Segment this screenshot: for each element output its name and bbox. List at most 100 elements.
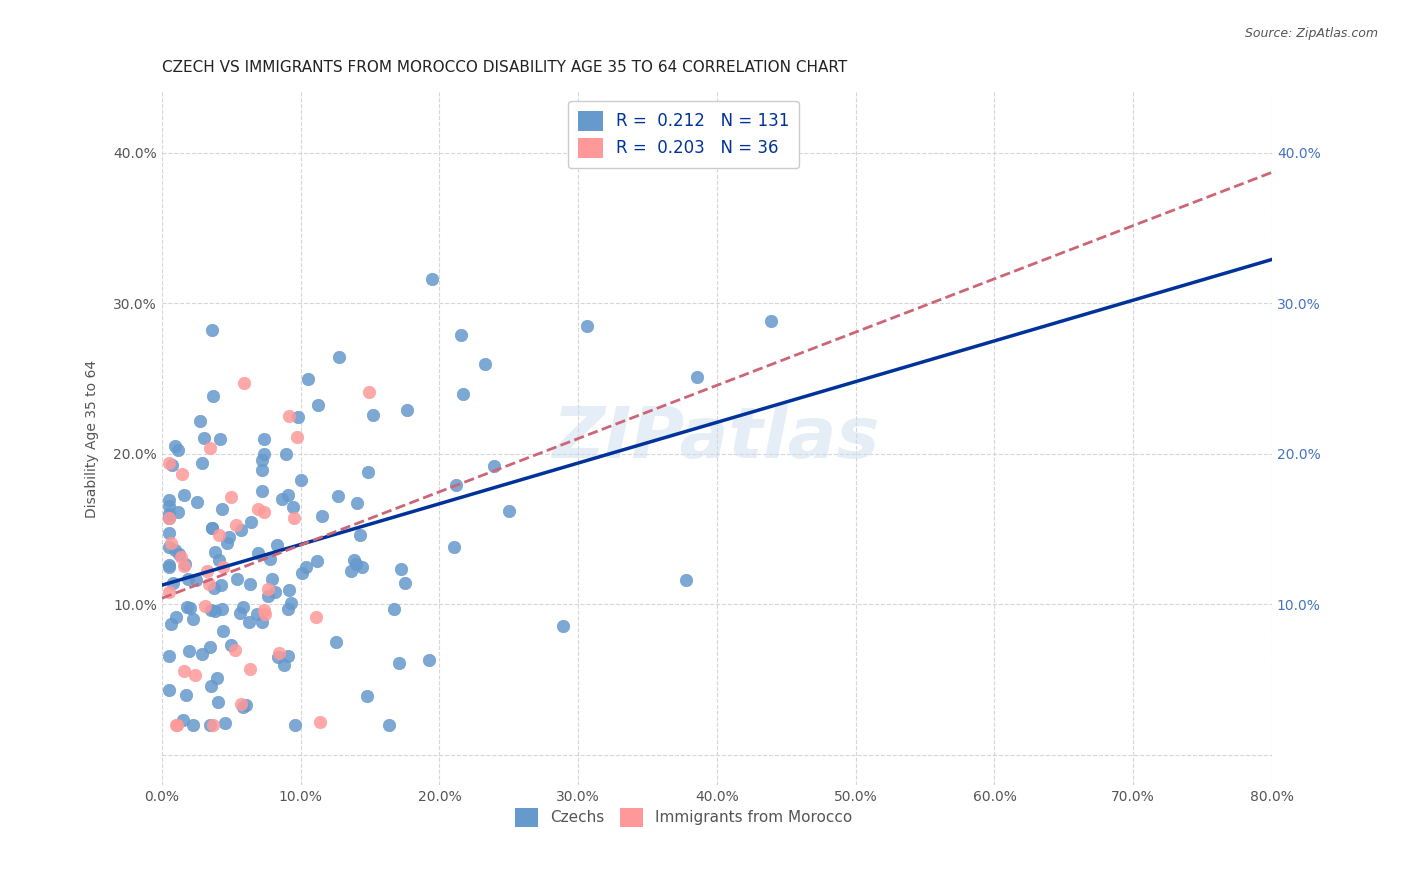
Point <box>166 718 188 732</box>
Point <box>240 515 263 529</box>
Point <box>157 683 180 698</box>
Point <box>176 572 198 586</box>
Point <box>307 398 329 412</box>
Point <box>174 688 197 702</box>
Point <box>246 607 269 622</box>
Point <box>190 414 212 428</box>
Point <box>172 713 194 727</box>
Point <box>266 538 288 552</box>
Point <box>157 585 180 599</box>
Point <box>157 511 180 525</box>
Text: Source: ZipAtlas.com: Source: ZipAtlas.com <box>1244 27 1378 40</box>
Point <box>340 564 363 578</box>
Point <box>224 643 246 657</box>
Point <box>257 589 280 603</box>
Point <box>212 559 235 574</box>
Text: CZECH VS IMMIGRANTS FROM MOROCCO DISABILITY AGE 35 TO 64 CORRELATION CHART: CZECH VS IMMIGRANTS FROM MOROCCO DISABIL… <box>162 60 848 75</box>
Point <box>359 384 381 399</box>
Point <box>357 465 380 479</box>
Point <box>235 698 257 713</box>
Point <box>198 640 221 655</box>
Point <box>204 545 226 559</box>
Point <box>209 578 232 592</box>
Point <box>232 599 254 614</box>
Point <box>344 557 367 571</box>
Point <box>294 559 316 574</box>
Point <box>277 488 299 502</box>
Point <box>482 458 505 473</box>
Point <box>250 463 273 477</box>
Point <box>474 357 496 371</box>
Point <box>686 370 709 384</box>
Point <box>198 718 221 732</box>
Point <box>382 602 405 616</box>
Point <box>551 619 574 633</box>
Point <box>162 576 184 591</box>
Point <box>219 638 242 652</box>
Point <box>179 643 201 657</box>
Point <box>361 408 384 422</box>
Point <box>157 493 180 508</box>
Point <box>283 500 305 515</box>
Point <box>238 615 260 630</box>
Point <box>356 689 378 703</box>
Point <box>498 504 520 518</box>
Point <box>418 652 440 666</box>
Point <box>165 718 187 732</box>
Point <box>211 501 233 516</box>
Point <box>420 272 443 286</box>
Point <box>229 606 252 620</box>
Point <box>280 596 302 610</box>
Point <box>232 376 254 391</box>
Point <box>167 547 190 561</box>
Point <box>250 484 273 499</box>
Point <box>269 646 291 660</box>
Point <box>346 495 368 509</box>
Point <box>212 624 235 639</box>
Point <box>157 540 180 554</box>
Point <box>305 610 328 624</box>
Point <box>200 521 222 535</box>
Point <box>172 467 194 481</box>
Point <box>204 605 226 619</box>
Point <box>157 649 180 664</box>
Point <box>264 585 287 599</box>
Point <box>157 507 180 521</box>
Point <box>259 552 281 566</box>
Y-axis label: Disability Age 35 to 64: Disability Age 35 to 64 <box>86 359 100 518</box>
Point <box>173 558 195 573</box>
Point <box>388 656 411 670</box>
Point <box>179 601 201 615</box>
Point <box>205 672 228 686</box>
Point <box>290 473 312 487</box>
Point <box>250 453 273 467</box>
Point <box>350 560 373 574</box>
Point <box>283 511 305 525</box>
Point <box>215 536 238 550</box>
Point <box>198 577 221 591</box>
Point <box>218 530 240 544</box>
Point <box>273 657 295 672</box>
Point <box>239 662 262 676</box>
Point <box>239 577 262 591</box>
Point <box>208 552 231 566</box>
Point <box>200 521 222 535</box>
Point <box>160 458 183 472</box>
Point <box>389 562 412 576</box>
Point <box>176 600 198 615</box>
Legend: Czechs, Immigrants from Morocco: Czechs, Immigrants from Morocco <box>509 802 858 833</box>
Point <box>444 478 467 492</box>
Point <box>285 430 308 444</box>
Point <box>277 602 299 616</box>
Point <box>208 432 231 446</box>
Point <box>157 499 180 513</box>
Point <box>277 409 299 423</box>
Point <box>266 649 288 664</box>
Point <box>253 506 276 520</box>
Point <box>163 543 186 558</box>
Point <box>226 572 249 586</box>
Point <box>378 718 401 732</box>
Point <box>349 528 371 542</box>
Text: ZIPatlas: ZIPatlas <box>553 404 880 474</box>
Point <box>173 557 195 571</box>
